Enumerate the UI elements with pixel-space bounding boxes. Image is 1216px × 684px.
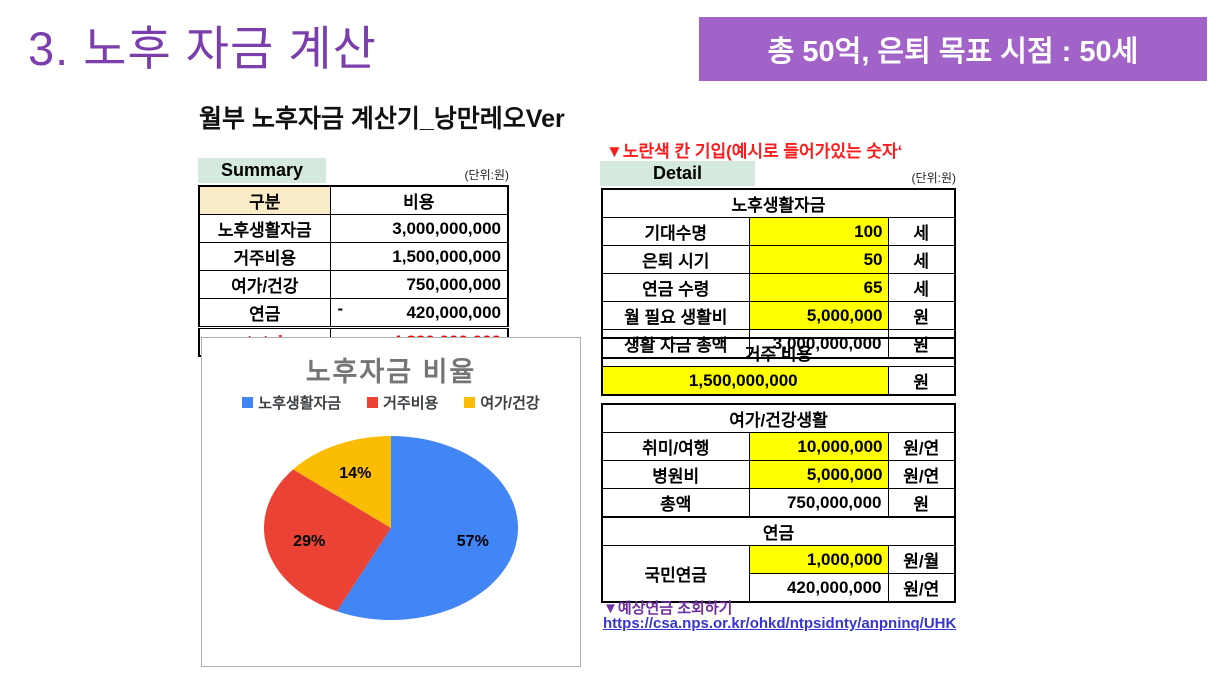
pension-yearly-value: 420,000,000 (748, 573, 889, 603)
detail-header-row: Detail (단위:원) (600, 161, 956, 186)
yellow-cell-instruction: ▼노란색 칸 기입(예시로 들어가있는 숫자‘ (606, 142, 903, 161)
summary-row-value: - 420,000,000 (329, 298, 509, 328)
housing-table-title: 거주 비용 (601, 337, 956, 367)
pension-lookup-label: ▼예상연금 조회하기 (603, 600, 733, 617)
table-row: 420,000,000 원/연 (602, 573, 956, 603)
legend-swatch-icon (464, 397, 476, 408)
leisure-table-title: 여가/건강생활 (601, 403, 956, 433)
pension-table-title: 연금 (601, 516, 956, 546)
pension-lookup-link[interactable]: https://csa.nps.or.kr/ohkd/ntpsidnty/anp… (603, 615, 957, 632)
summary-pension-value: 420,000,000 (406, 302, 501, 322)
table-row: 여가/건강 750,000,000 (198, 270, 509, 299)
summary-row-value: 750,000,000 (329, 270, 509, 299)
living-row-label: 월 필요 생활비 (601, 301, 750, 330)
table-row: 노후생활자금 3,000,000,000 (198, 214, 509, 243)
summary-label: Summary (198, 158, 326, 183)
summary-row-label: 연금 (198, 298, 331, 328)
housing-unit: 원 (887, 366, 956, 396)
summary-row-label: 거주비용 (198, 242, 331, 271)
legend-label: 노후생활자금 (258, 395, 342, 412)
leisure-total-row: 총액 750,000,000 원 (601, 488, 956, 518)
legend-swatch-icon (242, 397, 254, 408)
summary-col-cost: 비용 (329, 185, 509, 215)
summary-row-label: 여가/건강 (198, 270, 331, 299)
pension-table: 연금 국민연금 1,000,000 원/월 420,000,000 원/연 (601, 516, 956, 603)
leisure-row-unit: 원/연 (887, 460, 956, 489)
pie-value-label: 14% (339, 465, 371, 482)
housing-input-cell: 1,500,000,000 (601, 366, 889, 396)
housing-cost-table: 거주 비용 1,500,000,000 원 (601, 337, 956, 396)
table-row: 연금 수령 65 세 (601, 273, 956, 302)
living-input-cell: 5,000,000 (748, 301, 889, 330)
leisure-total-label: 총액 (601, 488, 750, 518)
leisure-row-unit: 원/연 (887, 432, 956, 461)
legend-item: 여가/건강 (464, 392, 540, 413)
leisure-input-cell: 5,000,000 (748, 460, 889, 489)
living-row-label: 기대수명 (601, 217, 750, 246)
summary-col-category: 구분 (198, 185, 331, 215)
living-table-title: 노후생활자금 (601, 188, 956, 218)
leisure-total-value: 750,000,000 (748, 488, 889, 518)
pension-input-cell: 1,000,000 (748, 545, 889, 574)
table-row: 기대수명 100 세 (601, 217, 956, 246)
living-fund-table: 노후생활자금 기대수명 100 세 은퇴 시기 50 세 연금 수령 65 세 … (601, 188, 956, 359)
pie-chart-box: 노후자금 비율 노후생활자금 거주비용 여가/건강 57% 29% 14% (201, 337, 581, 667)
leisure-total-unit: 원 (887, 488, 956, 518)
pie-value-label: 29% (293, 533, 325, 550)
page-title: 3. 노후 자금 계산 (28, 22, 377, 75)
summary-row-value: 3,000,000,000 (329, 214, 509, 243)
living-row-label: 은퇴 시기 (601, 245, 750, 274)
table-row: 병원비 5,000,000 원/연 (601, 460, 956, 489)
living-input-cell: 100 (748, 217, 889, 246)
legend-item: 노후생활자금 (242, 392, 341, 413)
pie-slice-2 (293, 436, 391, 528)
living-row-unit: 세 (887, 217, 956, 246)
summary-column-headers: 구분 비용 (198, 185, 509, 215)
chart-legend: 노후생활자금 거주비용 여가/건강 (202, 392, 580, 413)
living-row-label: 연금 수령 (601, 273, 750, 302)
table-row: 거주비용 1,500,000,000 (198, 242, 509, 271)
table-row: 1,500,000,000 원 (601, 366, 956, 396)
pension-yearly-unit: 원/연 (887, 573, 956, 603)
pie-slice-1 (264, 469, 391, 612)
pie-value-label: 57% (457, 533, 489, 550)
living-input-cell: 50 (748, 245, 889, 274)
legend-label: 여가/건강 (480, 395, 540, 412)
living-input-cell: 65 (748, 273, 889, 302)
table-row: 국민연금 1,000,000 원/월 (601, 545, 956, 603)
summary-table: 구분 비용 노후생활자금 3,000,000,000 거주비용 1,500,00… (198, 185, 509, 357)
detail-label: Detail (600, 161, 755, 186)
chart-title: 노후자금 비율 (305, 357, 477, 387)
living-row-unit: 원 (887, 301, 956, 330)
negative-sign: - (337, 299, 344, 319)
legend-item: 거주비용 (367, 392, 438, 413)
pie-chart: 57% 29% 14% (264, 436, 518, 620)
summary-row-value: 1,500,000,000 (329, 242, 509, 271)
leisure-health-table: 여가/건강생활 취미/여행 10,000,000 원/연 병원비 5,000,0… (601, 403, 956, 518)
table-row: 월 필요 생활비 5,000,000 원 (601, 301, 956, 330)
table-row: 연금 - 420,000,000 (198, 298, 509, 328)
legend-swatch-icon (367, 397, 379, 408)
living-row-unit: 세 (887, 245, 956, 274)
table-row: 은퇴 시기 50 세 (601, 245, 956, 274)
table-row: 취미/여행 10,000,000 원/연 (601, 432, 956, 461)
summary-row-label: 노후생활자금 (198, 214, 331, 243)
summary-header-row: Summary (단위:원) (198, 158, 509, 183)
leisure-row-label: 병원비 (601, 460, 750, 489)
goal-badge: 총 50억, 은퇴 목표 시점 : 50세 (699, 17, 1207, 81)
summary-unit-note: (단위:원) (464, 168, 509, 182)
leisure-input-cell: 10,000,000 (748, 432, 889, 461)
pension-row-unit: 원/월 (887, 545, 956, 574)
detail-unit-note: (단위:원) (911, 171, 956, 185)
leisure-row-label: 취미/여행 (601, 432, 750, 461)
pie-slice-0 (336, 436, 518, 620)
living-row-unit: 세 (887, 273, 956, 302)
legend-label: 거주비용 (383, 395, 439, 412)
pension-row-label: 국민연금 (601, 545, 750, 603)
calculator-subtitle: 월부 노후자금 계산기_낭만레오Ver (199, 105, 565, 133)
